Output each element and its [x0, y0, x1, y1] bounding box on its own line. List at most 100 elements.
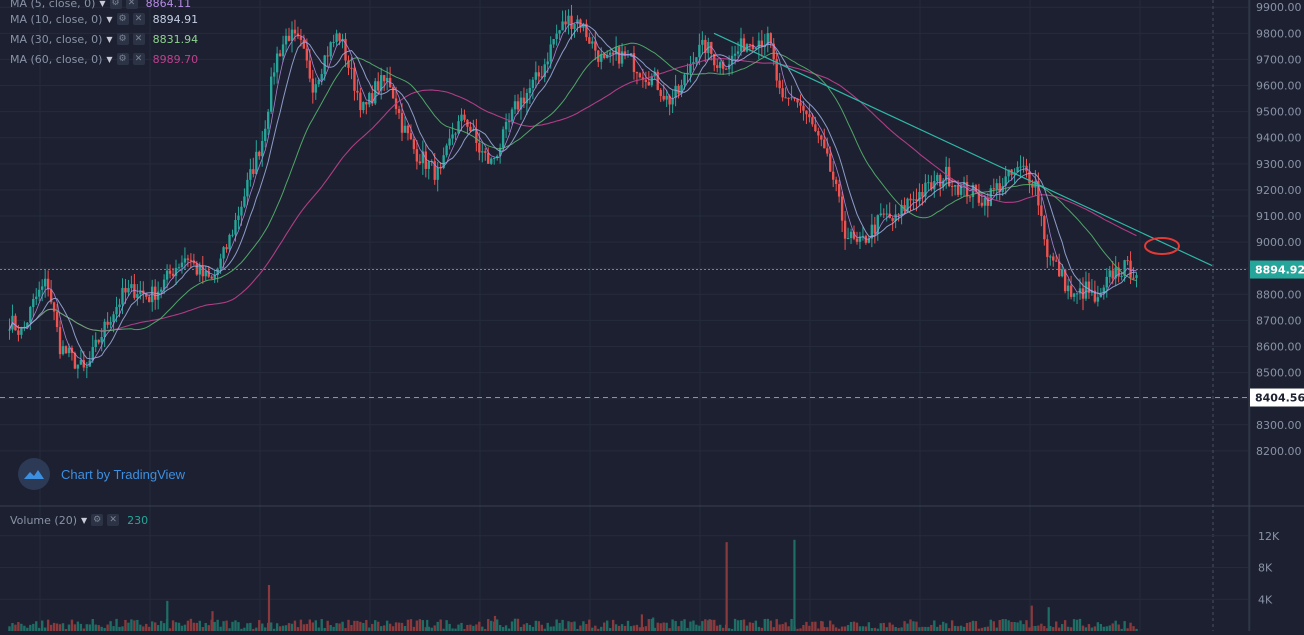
volume-bar: [552, 626, 555, 631]
candle: [576, 19, 579, 24]
candle: [1058, 261, 1061, 277]
candle: [302, 39, 306, 49]
candle: [478, 142, 481, 153]
close-icon[interactable]: ✕: [132, 33, 145, 45]
volume-bar: [145, 623, 148, 631]
candle: [629, 53, 633, 55]
chevron-down-icon[interactable]: ▼: [106, 34, 113, 44]
candle: [1093, 290, 1097, 302]
candle: [41, 286, 44, 290]
candle: [692, 62, 695, 64]
candle: [1016, 167, 1019, 173]
volume-bar: [430, 627, 433, 631]
close-icon[interactable]: ✕: [132, 13, 145, 25]
volume-bar: [820, 620, 823, 631]
volume-bar: [290, 623, 294, 631]
legend-ma60-value: 8989.70: [152, 52, 199, 66]
candle: [837, 183, 841, 197]
ma30-line: [9, 42, 1137, 332]
tradingview-watermark[interactable]: Chart by TradingView: [18, 458, 185, 490]
volume-bar: [620, 624, 624, 631]
candle: [1078, 288, 1082, 294]
volume-bar: [317, 627, 320, 631]
volume-bar: [388, 623, 392, 631]
candle: [269, 76, 273, 112]
volume-bar: [130, 619, 133, 631]
volume-bar: [415, 620, 419, 631]
candle: [724, 68, 728, 70]
candle: [603, 54, 606, 59]
candle: [210, 276, 213, 279]
candle: [32, 298, 35, 308]
legend-ma5[interactable]: MA (5, close, 0) ▼ ⚙ ✕ 8864.11: [10, 0, 191, 12]
volume-bar: [730, 628, 734, 631]
candle: [585, 23, 588, 38]
settings-icon[interactable]: ⚙: [116, 13, 129, 25]
settings-icon[interactable]: ⚙: [116, 33, 129, 45]
price-tick-label: 8300.00: [1256, 419, 1302, 432]
candle: [986, 197, 990, 206]
settings-icon[interactable]: ⚙: [91, 514, 104, 526]
volume-bar: [264, 627, 267, 631]
candle: [650, 76, 653, 86]
volume-bar: [769, 620, 772, 631]
candle: [742, 38, 746, 52]
volume-bar: [427, 626, 430, 631]
candle: [374, 81, 377, 104]
legend-ma10[interactable]: MA (10, close, 0) ▼ ⚙ ✕ 8894.91: [10, 10, 198, 28]
volume-bar: [846, 625, 850, 631]
candle: [733, 53, 737, 56]
close-icon[interactable]: ✕: [107, 514, 120, 526]
candle: [647, 82, 651, 86]
volume-bar: [323, 627, 326, 631]
volume-bar: [772, 627, 775, 631]
settings-icon[interactable]: ⚙: [116, 53, 129, 65]
volume-bar: [14, 624, 17, 631]
volume-bar: [424, 627, 427, 631]
candle: [338, 33, 341, 41]
volume-bar: [852, 621, 856, 631]
chevron-down-icon[interactable]: ▼: [106, 54, 113, 64]
legend-ma60[interactable]: MA (60, close, 0) ▼ ⚙ ✕ 8989.70: [10, 50, 198, 68]
volume-bar: [400, 622, 404, 631]
volume-bar: [394, 622, 398, 631]
candle: [293, 29, 297, 34]
candle: [261, 140, 264, 157]
volume-bar: [445, 620, 448, 631]
volume-bar: [707, 620, 710, 631]
close-icon[interactable]: ✕: [132, 53, 145, 65]
volume-bar: [680, 620, 683, 631]
volume-bar: [154, 622, 157, 631]
volume-bar: [585, 624, 588, 631]
legend-ma30-label: MA (30, close, 0): [10, 32, 103, 46]
chevron-down-icon[interactable]: ▼: [99, 0, 106, 8]
candle: [918, 192, 921, 202]
volume-bar: [329, 625, 332, 631]
candle: [510, 109, 514, 122]
volume-bar: [225, 620, 228, 631]
candle: [751, 44, 755, 50]
chevron-down-icon[interactable]: ▼: [81, 515, 88, 525]
candle: [472, 129, 475, 132]
volume-bar: [677, 626, 680, 631]
candle: [891, 218, 894, 221]
candle: [55, 311, 59, 328]
legend-volume[interactable]: Volume (20) ▼ ⚙ ✕ 230: [10, 511, 148, 529]
candle: [677, 85, 680, 94]
volume-bar: [903, 621, 906, 631]
volume-bar: [504, 625, 508, 631]
chevron-down-icon[interactable]: ▼: [106, 14, 113, 24]
close-icon[interactable]: ✕: [125, 0, 138, 9]
candle: [43, 278, 47, 287]
candle: [380, 75, 383, 91]
volume-bar: [629, 626, 633, 631]
settings-icon[interactable]: ⚙: [109, 0, 122, 9]
candle: [766, 33, 769, 46]
legend-ma30[interactable]: MA (30, close, 0) ▼ ⚙ ✕ 8831.94: [10, 30, 198, 48]
candle: [537, 72, 540, 77]
candle: [222, 247, 225, 259]
candle: [959, 184, 963, 195]
